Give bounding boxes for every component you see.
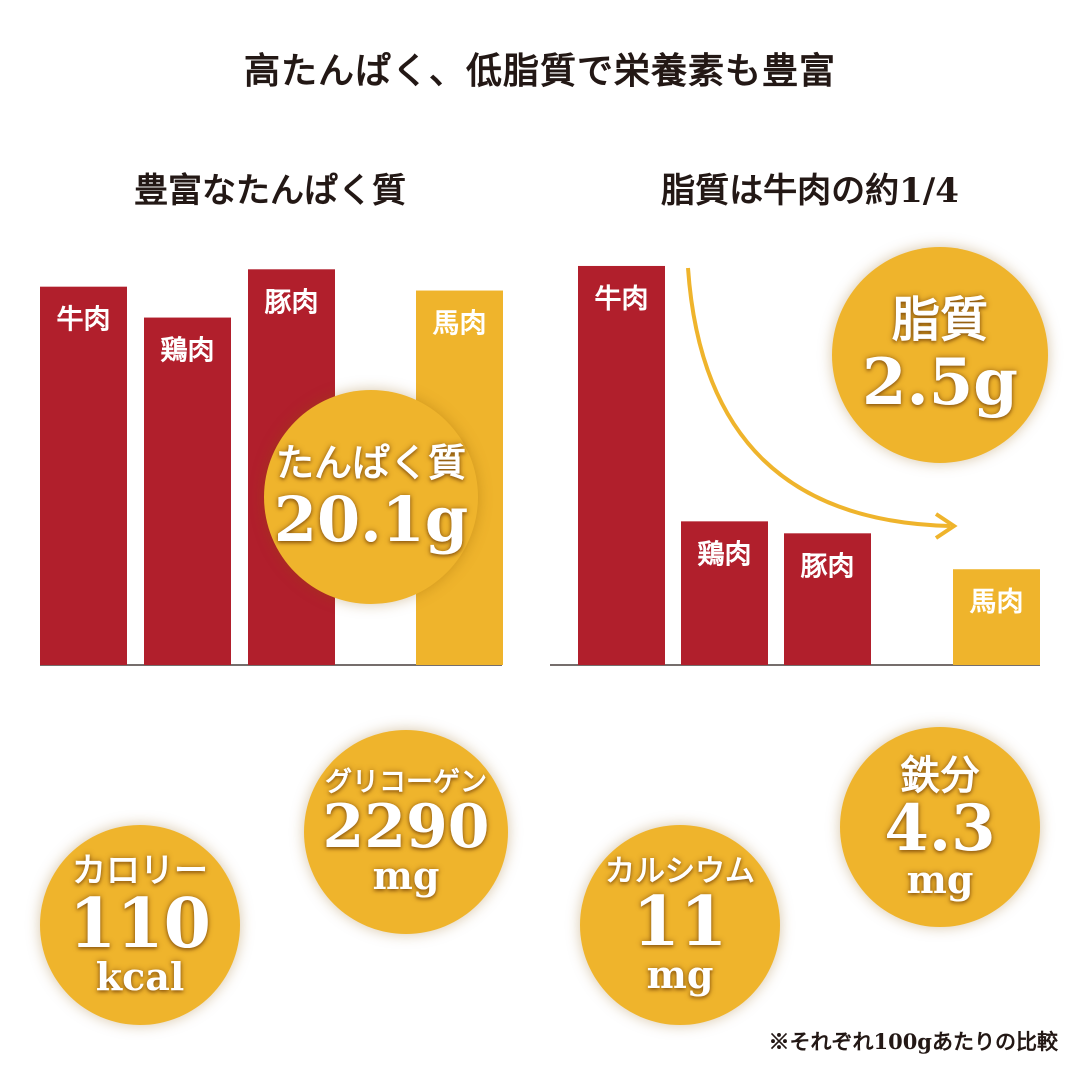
bar-label-horse: 馬肉 [433,309,487,340]
iron-badge: 鉄分 4.3 mg [840,727,1040,927]
iron-unit: mg [906,857,974,902]
calcium-badge: カルシウム 11 mg [580,825,780,1025]
bar-chicken [681,521,768,665]
protein-callout-label: たんぱく質 [275,440,466,486]
bar-pork [784,533,871,665]
calorie-label: カロリー [72,851,208,892]
iron-value: 4.3 [884,791,996,866]
decrease-arrow-head [934,512,958,540]
decrease-arrow-curve [686,267,951,528]
glycogen-badge: グリコーゲン 2290 mg [304,730,508,934]
bar-label-pork: 豚肉 [801,551,855,582]
bar-label-beef: 牛肉 [57,305,111,336]
footnote: ※それぞれ100gあたりの比較 [768,1029,1058,1054]
iron-label: 鉄分 [900,752,980,799]
calorie-badge: カロリー 110 kcal [40,825,240,1025]
fat-callout-label: 脂質 [891,291,988,348]
bar-label-pork: 豚肉 [265,287,319,318]
glycogen-unit: mg [372,853,440,899]
calcium-label: カルシウム [605,854,755,890]
bar-label-beef: 牛肉 [595,284,649,315]
page-title: 高たんぱく、低脂質で栄養素も豊富 [243,50,836,92]
bar-beef [40,286,127,665]
fat-callout-value: 2.5g [861,345,1019,421]
bar-horse [953,569,1040,665]
protein-callout-value: 20.1g [273,482,469,556]
calcium-unit: mg [646,951,714,997]
protein-chart-title: 豊富なたんぱく質 [134,171,406,211]
bar-label-horse: 馬肉 [970,587,1024,618]
glycogen-value: 2290 [322,792,490,863]
bar-label-chicken: 鶏肉 [698,539,752,570]
bar-chicken [144,317,231,665]
fat-callout-badge: 脂質 2.5g [832,247,1048,463]
bar-beef [578,265,665,665]
calorie-unit: kcal [95,953,185,999]
protein-callout-badge: たんぱく質 20.1g [264,390,478,604]
bar-label-chicken: 鶏肉 [161,336,215,367]
calcium-value: 11 [632,881,728,962]
glycogen-label: グリコーゲン [325,766,487,798]
calorie-value: 110 [69,883,211,964]
fat-chart-title: 脂質は牛肉の約1/4 [661,171,959,211]
